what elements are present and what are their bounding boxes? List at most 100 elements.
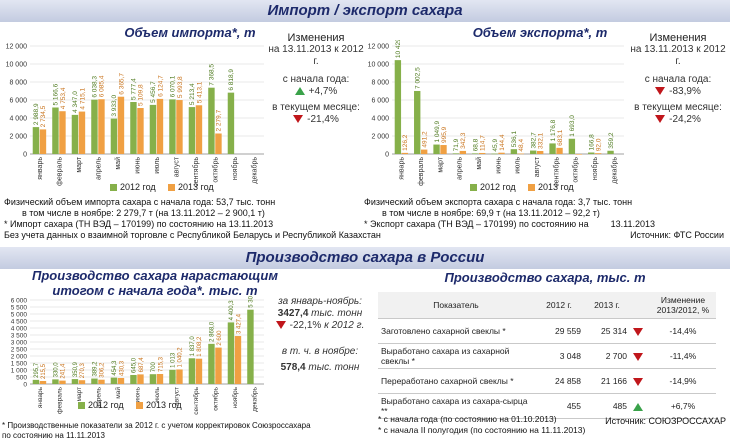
banner-import-export: Импорт / экспорт сахара [0,0,730,22]
bar-2013 [195,105,203,154]
down-triangle-icon [633,377,643,386]
bar-2012 [491,153,498,155]
x-tick-label: июль [515,157,522,174]
table-row: Выработано сахара из сахарной свеклы * 3 … [378,343,716,369]
data-label: 10 429,6 [395,40,402,58]
bar-2012 [227,92,235,154]
production-table: Показатель 2012 г. 2013 г. Изменение 201… [378,292,716,419]
x-tick-label: май [114,387,122,399]
data-label: 350,9 [73,361,79,377]
bar-2012 [530,150,537,154]
data-label: 92,0 [595,138,602,151]
export-ytd-value: -83,9% [669,86,701,97]
export-note-code-row: * Экспорт сахара (ТН ВЭД – 170199) по со… [364,219,726,230]
data-label: 2 868,0 [210,321,216,342]
data-label: 114,7 [479,135,486,151]
data-label: 6 124,7 [157,75,164,97]
y-tick-label: 0 [23,152,27,159]
data-label: 6 038,3 [92,76,99,98]
table-header-row: Показатель 2012 г. 2013 г. Изменение 201… [378,292,716,319]
y-tick-label: 0 [23,382,27,389]
bar-2013 [479,152,486,154]
production-nov-value: 578,4 [280,362,306,373]
table-row: Выработано сахара из сахара-сырца ** 455 4… [378,393,716,419]
bar-2013 [117,96,125,154]
data-label: 144,4 [499,134,506,151]
up-triangle-icon [633,402,643,411]
production-nov-label: в т. ч. в ноябре: [281,346,359,357]
bar-2013 [575,153,583,155]
production-period-row: 3427,4 тыс. тонн [268,308,372,320]
production-footnotes: * Производственные показатели за 2012 г.… [2,421,372,441]
bar-2012 [169,369,176,384]
data-label: 5 166,6 [53,83,60,105]
x-tick-label: март [76,156,83,172]
x-tick-label: август [173,387,180,406]
production-chart-title: Производство сахара нарастающим итогом с… [32,268,278,298]
data-label: 1 693,0 [569,115,576,137]
up-triangle-icon [294,87,305,96]
legend-swatch [136,402,143,409]
data-label: 491,2 [421,131,428,148]
x-tick-label: июнь [495,157,502,174]
bar-2013 [517,153,525,155]
data-label: 4 400,3 [229,300,235,321]
table-row: Заготовлено сахарной свеклы * 29 559 25 31… [378,318,716,344]
bar-2012 [208,87,215,154]
bar-2013 [556,147,563,154]
legend-label: 2013 год [538,182,574,192]
bar-2013 [401,152,409,154]
bar-2013 [156,373,164,384]
import-note-total: Физический объем импорта сахара с начала… [4,197,276,207]
bar-2013 [78,380,86,384]
x-tick-label: декабрь [250,157,258,184]
y-tick-label: 3 500 [11,333,28,340]
bar-2012 [32,379,40,384]
export-chart: 0 2 000 4 000 6 000 8 000 10 000 12 000 10 429,… [368,40,624,192]
data-label: 536,1 [511,131,518,148]
table-header-2012: 2012 г. [534,292,584,319]
production-table-title: Производство сахара, тыс. т [444,270,646,285]
bar-2013 [59,111,66,154]
data-label: 306,2 [100,362,106,378]
data-label: 7 368,5 [209,64,216,86]
y-tick-label: 3 000 [11,340,28,347]
bar-2013 [78,111,86,154]
export-ytd-row: -83,9% [630,86,726,98]
bar-2012 [472,153,479,154]
table-cell-2012: 455 [534,393,584,419]
bar-2013 [98,379,105,384]
import-change-sub: на 13.11.2013 к 2012 г. [268,44,364,67]
bar-2013 [137,374,144,384]
legend-swatch [168,184,175,191]
import-change-heading: Изменения [287,32,345,44]
bar-2012 [71,114,79,154]
bar-2013 [498,152,505,154]
bar-2012 [149,374,157,384]
x-tick-label: сентябрь [552,157,560,187]
data-label: 4 715,1 [79,87,86,109]
y-tick-label: 6 000 [11,298,28,305]
data-label: 5 109,8 [138,84,145,106]
data-label: 342,3 [460,132,467,149]
x-tick-label: октябрь [572,157,580,183]
data-label: 645,0 [132,357,138,373]
y-tick-label: 12 000 [368,44,390,51]
x-tick-label: февраль [56,157,63,186]
table-cell-change: +6,7% [650,393,716,419]
legend-label: 2012 год [88,400,124,410]
table-cell-change: -14,4% [650,318,716,344]
bar-2013 [156,98,164,154]
data-label: 5 456,7 [150,81,157,103]
export-month-value: -24,2% [669,114,701,125]
data-label: 48,4 [518,139,525,152]
production-period-value: 3427,4 [277,308,309,319]
x-tick-label: сентябрь [192,157,200,187]
import-month-value: -21,4% [307,114,339,125]
data-label: 382,7 [531,132,538,149]
bar-2012 [452,153,460,154]
bar-2012 [247,309,254,384]
bar-2012 [433,144,440,154]
y-tick-label: 4 000 [371,116,389,123]
